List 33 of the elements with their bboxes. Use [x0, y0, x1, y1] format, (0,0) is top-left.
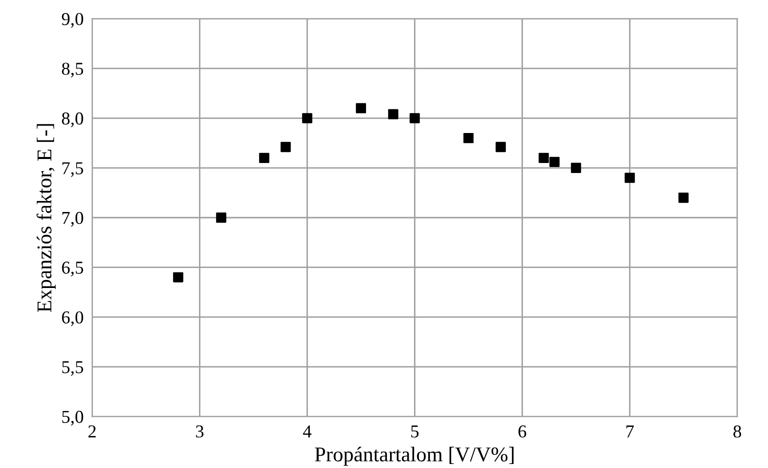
point	[496, 142, 506, 152]
point	[356, 103, 366, 114]
y-tick-label: 8,5	[62, 62, 84, 78]
y-tick-label: 8,0	[62, 112, 84, 128]
x-tick-label: 8	[733, 425, 742, 438]
y-tick-label: 6,5	[62, 262, 84, 276]
x-tick-label: 6	[518, 425, 526, 438]
point	[302, 113, 312, 124]
point	[463, 132, 474, 144]
y-tick-label: 7,0	[62, 212, 84, 227]
point	[410, 113, 420, 124]
x-tick-label: 7	[626, 426, 634, 438]
y-axis-title: Expanziós faktor, E [-]	[36, 124, 56, 312]
point	[570, 162, 582, 173]
x-tick-label: 2	[88, 425, 96, 438]
point	[280, 142, 291, 152]
point	[216, 212, 226, 223]
y-tick-label: 7,5	[62, 162, 84, 177]
point	[259, 152, 270, 164]
x-axis-title: Propántartalom [V/V%]	[314, 446, 514, 466]
x-tick-label: 3	[196, 425, 204, 438]
y-tick-label: 5,0	[62, 410, 84, 426]
y-tick-label: 6,0	[62, 311, 84, 326]
y-tick-label: 9,0	[62, 12, 84, 28]
point	[388, 109, 398, 120]
point	[538, 152, 549, 164]
point	[173, 272, 184, 282]
x-tick-label: 4	[303, 425, 312, 438]
y-tick-label: 5,5	[62, 361, 84, 376]
x-tick-label: 5	[411, 426, 419, 438]
point	[549, 156, 560, 168]
point	[678, 192, 689, 203]
point	[624, 172, 635, 183]
